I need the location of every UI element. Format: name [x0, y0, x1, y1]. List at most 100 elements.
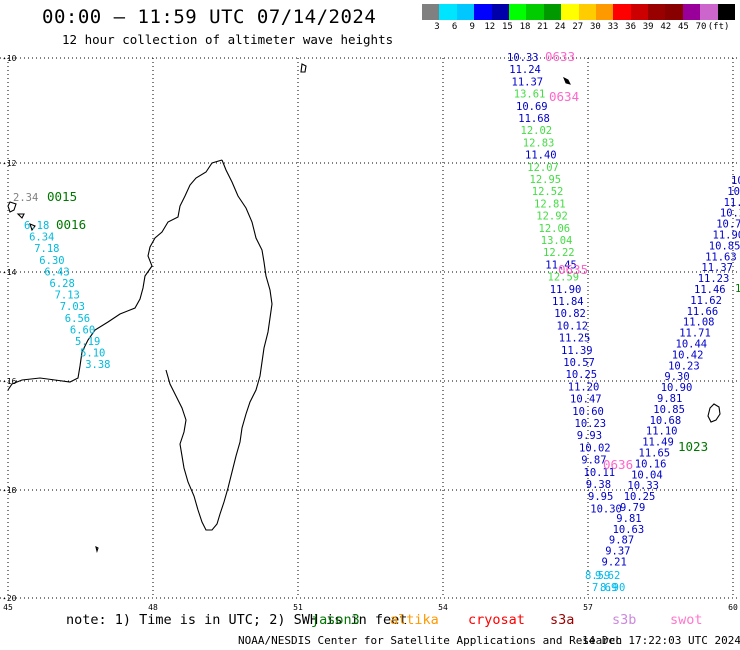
wave-height-value: 11.46 [694, 284, 726, 296]
pass-marker: 1 [735, 283, 740, 295]
wave-height-value: 12.02 [521, 125, 553, 137]
wave-height-value: 10.33 [507, 52, 539, 64]
longitude-label: 45 [3, 603, 13, 612]
wave-height-value: 9.30 [664, 371, 689, 383]
wave-height-value: 10.60 [572, 406, 604, 418]
wave-height-value: 10. [731, 175, 740, 187]
latitude-label: -10 [2, 54, 17, 63]
pass-time-label: 0015 [47, 189, 77, 204]
latitude-label: -16 [2, 377, 17, 386]
wave-height-value: 10.23 [575, 418, 607, 430]
wave-height-value: 11.45 [545, 259, 577, 271]
pass-time-label: 0633 [545, 49, 575, 64]
wave-height-value: 11.39 [561, 345, 593, 357]
wave-height-value: 11.10 [646, 426, 678, 438]
credit-text: NOAA/NESDIS Center for Satellite Applica… [238, 634, 623, 647]
wave-height-value: 10.47 [570, 394, 602, 406]
longitude-label: 57 [583, 603, 593, 612]
wave-height-value: 10.25 [566, 369, 598, 381]
wave-height-value: 11.40 [525, 150, 557, 162]
latitude-label: -18 [2, 486, 17, 495]
wave-height-value: 8.90 [600, 582, 625, 594]
legend-tick: 9 [469, 22, 475, 32]
wave-height-value: 9.62 [595, 570, 620, 582]
wave-height-value: 12.92 [536, 211, 568, 223]
pass-time-label: 0636 [603, 457, 633, 472]
legend-swatch [526, 4, 544, 20]
wave-height-value: 12.81 [534, 198, 566, 210]
wave-height-value: 10.7 [716, 219, 740, 231]
legend-tick: 42 [660, 22, 672, 32]
legend-swatch [439, 4, 457, 20]
madagascar-east-coast [165, 159, 273, 531]
wave-height-value: 10.63 [613, 524, 645, 536]
wave-height-value: 12.06 [539, 223, 571, 235]
wave-height-value: 9.93 [577, 430, 602, 442]
wave-height-value: 11.49 [642, 437, 674, 449]
wave-height-value: 9.38 [586, 479, 611, 491]
mayotte-island [300, 63, 307, 73]
wave-height-value: 10.25 [624, 491, 656, 503]
agalega-island [563, 76, 571, 85]
wave-height-value: 11.63 [705, 251, 737, 263]
wave-height-value: 12.22 [543, 247, 575, 259]
wave-height-value: 10. [727, 186, 740, 198]
wave-height-value: 10.44 [676, 339, 708, 351]
wave-height-value: 10.90 [661, 382, 693, 394]
wave-height-value: 10.04 [631, 469, 663, 481]
legend-tick: (ft) [707, 22, 730, 32]
wave-height-value: 2.34 [13, 192, 38, 204]
wave-height-value: 7.03 [60, 301, 85, 313]
legend-tick: 36 [625, 22, 637, 32]
wave-height-value: 11.25 [559, 333, 591, 345]
legend-tick: 24 [554, 22, 566, 32]
wave-height-value: 10.68 [650, 415, 682, 427]
legend-swatch [422, 4, 440, 20]
wave-height-value: 13.04 [541, 235, 573, 247]
wave-height-value: 9.95 [588, 491, 613, 503]
wave-height-value: 9.87 [581, 455, 606, 467]
wave-height-value: 6.60 [70, 324, 95, 336]
legend-swatch [595, 4, 614, 20]
wave-height-value: 5.10 [80, 348, 105, 360]
satellite-legend-cryosat: cryosat [468, 612, 525, 628]
wave-height-value: 12.52 [532, 186, 564, 198]
legend-swatch [613, 4, 631, 20]
wave-height-value: 12.59 [548, 272, 580, 284]
wave-height-value: 10.85 [653, 404, 685, 416]
wave-height-value: 7.69 [592, 582, 617, 594]
wave-height-value: 10.30 [590, 503, 622, 515]
legend-tick: 3 [434, 22, 440, 32]
satellite-legend-swot: swot [670, 612, 703, 628]
latitude-label: -20 [2, 594, 17, 603]
legend-tick: 70 [695, 22, 707, 32]
wave-height-value: 11.20 [568, 381, 600, 393]
wave-height-value: 6.56 [65, 313, 90, 325]
wave-height-value: 12.83 [523, 137, 555, 149]
wave-height-value: 11.71 [679, 328, 711, 340]
legend-tick: 33 [607, 22, 619, 32]
wave-height-value: 11.68 [518, 113, 550, 125]
wave-height-value: 11.62 [690, 295, 722, 307]
legend-swatch [578, 4, 596, 20]
wave-height-value: 10.11 [584, 467, 616, 479]
wave-height-value: 10.57 [563, 357, 595, 369]
wave-height-value: 9.81 [657, 393, 682, 405]
legend-tick: 39 [642, 22, 654, 32]
wave-height-value: 3.38 [85, 359, 110, 371]
wave-height-value: 6.28 [50, 278, 75, 290]
wave-height-value: 11.24 [509, 64, 541, 76]
legend-swatch [474, 4, 492, 20]
wave-height-value: 5.19 [75, 336, 100, 348]
pass-time-labels: 0015 0016 0633 0634 0635 0636 1023 [47, 49, 708, 472]
wave-height-value: 10.33 [627, 480, 659, 492]
legend-swatch [700, 4, 718, 20]
wave-height-value: 7.13 [55, 290, 80, 302]
longitude-label: 60 [728, 603, 738, 612]
wave-height-value: 10.85 [709, 240, 740, 252]
legend-swatch [508, 4, 527, 20]
longitude-label: 51 [293, 603, 303, 612]
map-subtitle: 12 hour collection of altimeter wave hei… [62, 32, 394, 47]
legend-tick: 15 [501, 22, 513, 32]
wave-height-value: 11.23 [698, 273, 730, 285]
